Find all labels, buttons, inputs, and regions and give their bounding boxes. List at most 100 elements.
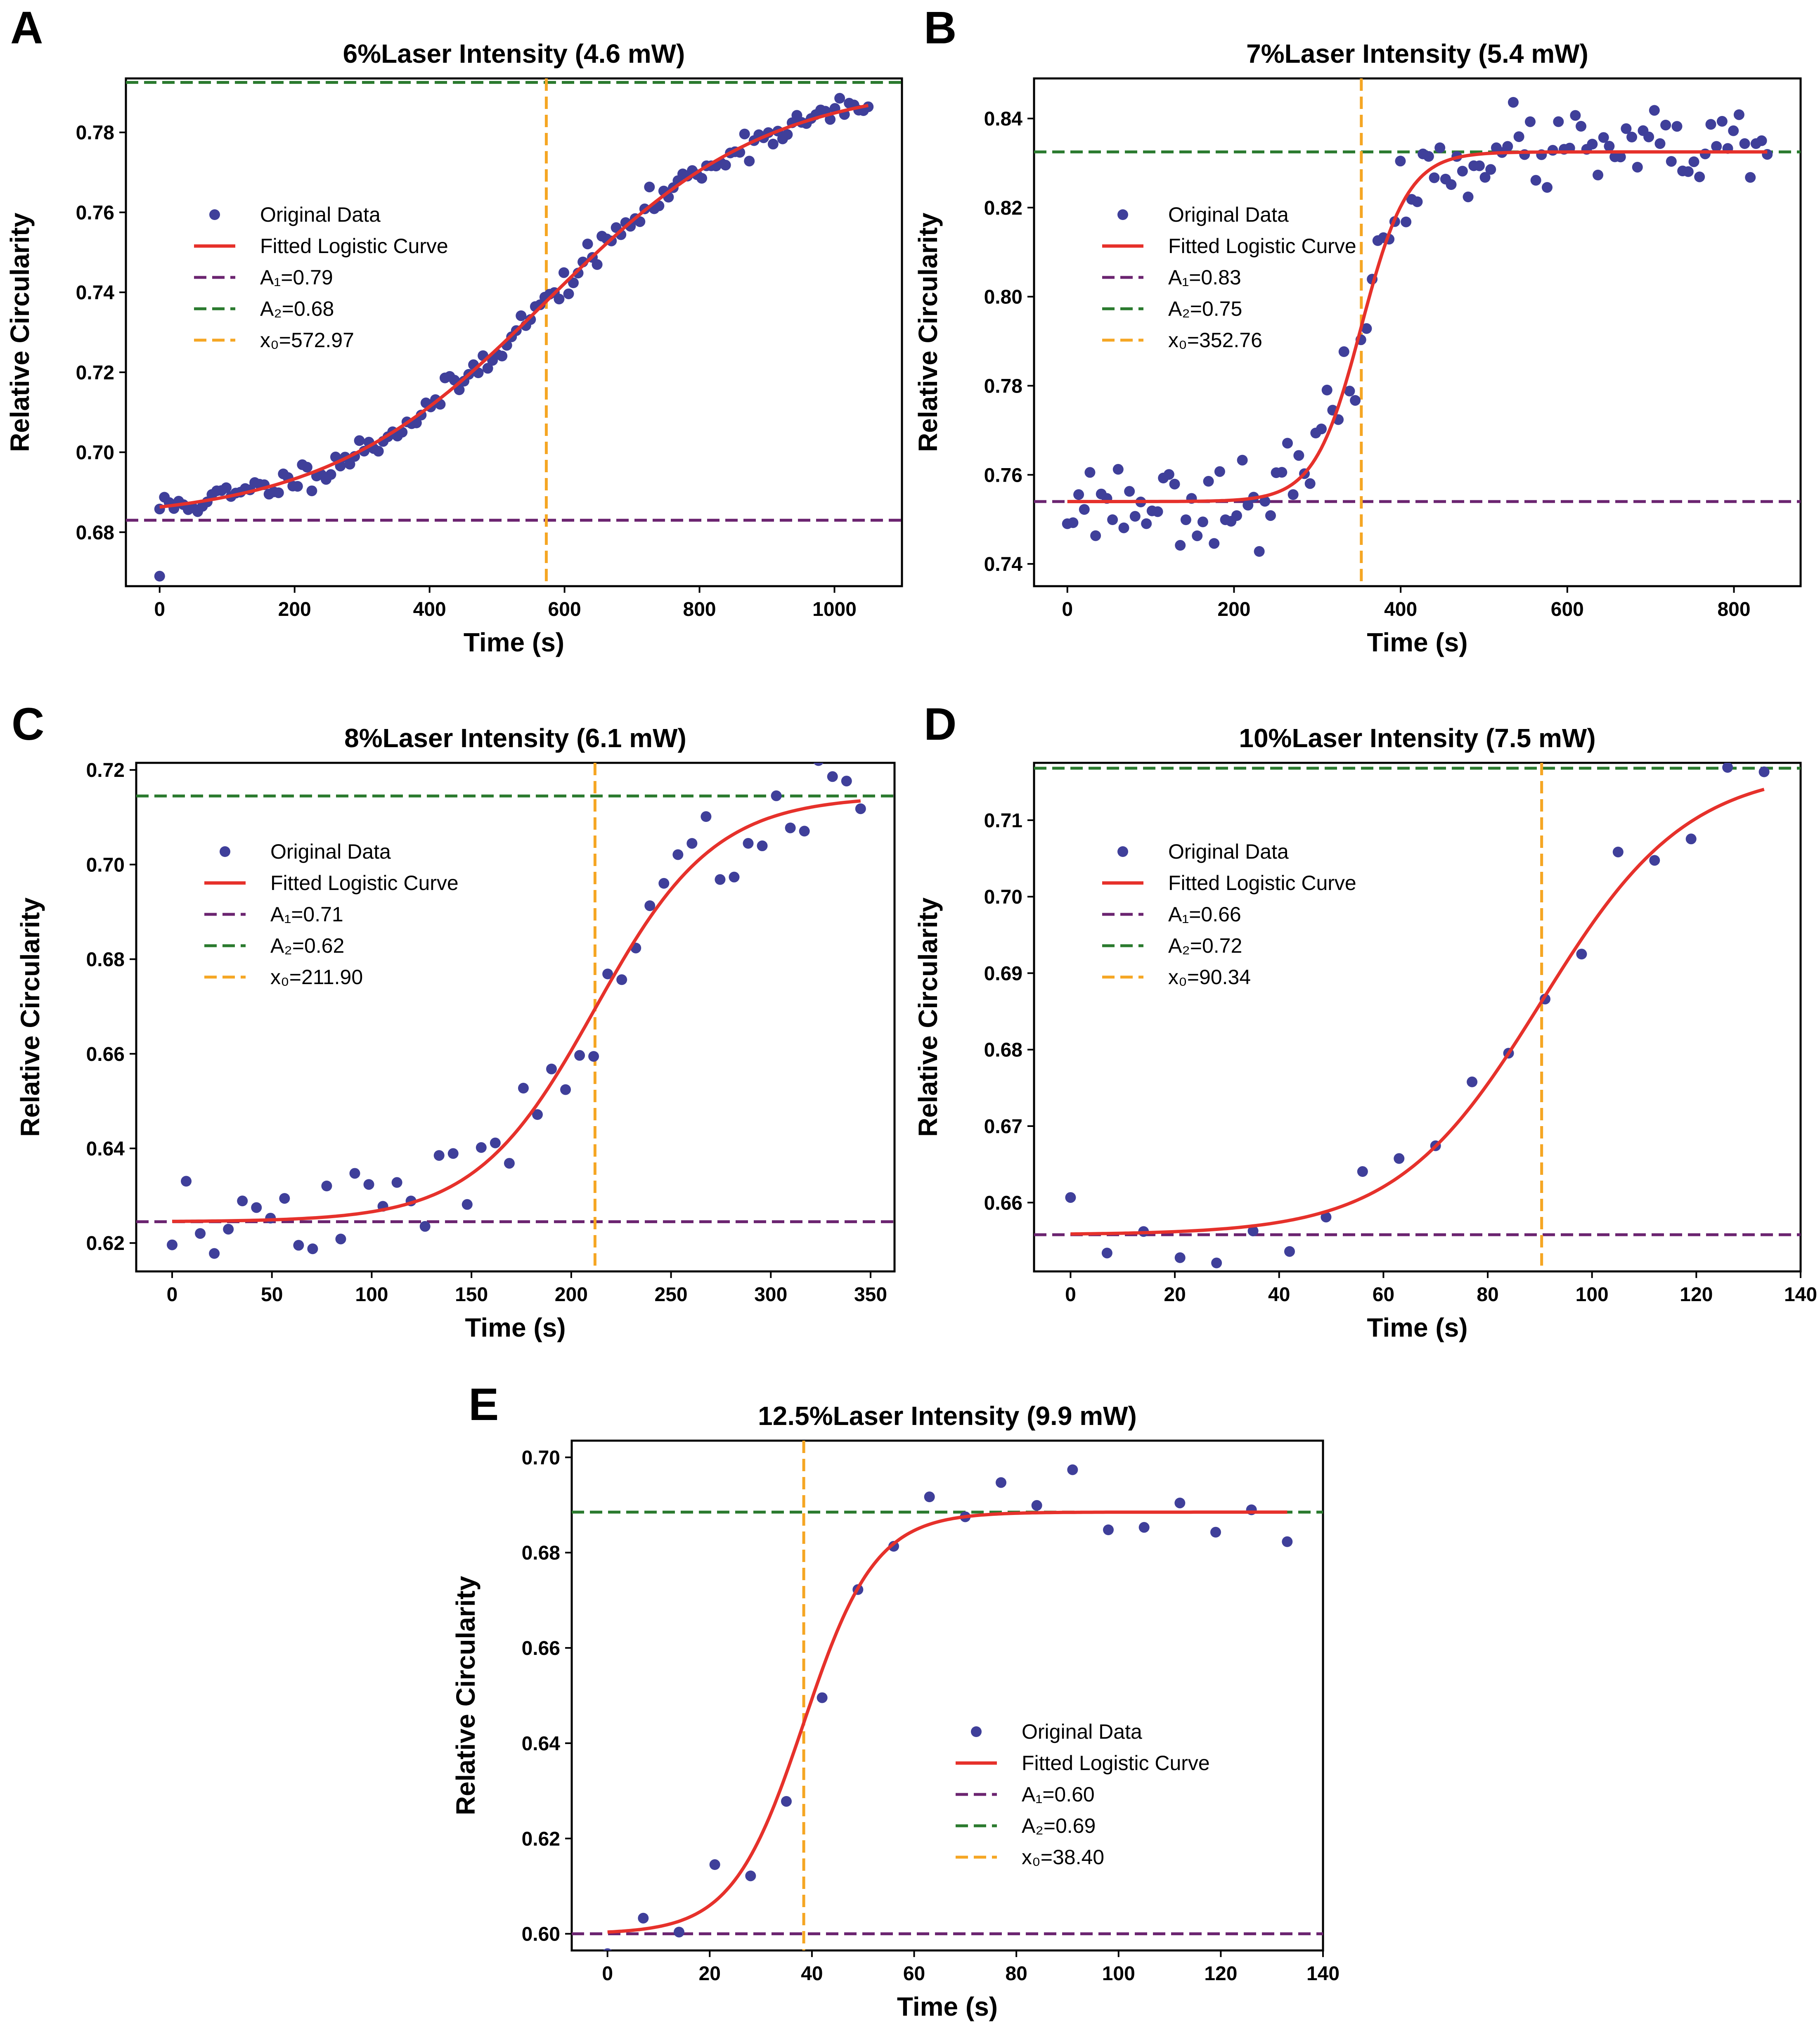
data-point bbox=[1666, 156, 1677, 167]
data-point bbox=[996, 1477, 1006, 1488]
data-point bbox=[195, 1228, 206, 1239]
x-tick-label: 50 bbox=[261, 1284, 283, 1306]
data-point bbox=[616, 974, 627, 985]
data-point bbox=[1598, 132, 1609, 143]
data-point bbox=[411, 417, 422, 428]
chart-title: 12.5%Laser Intensity (9.9 mW) bbox=[758, 1401, 1137, 1431]
legend-label: x₀=90.34 bbox=[1168, 966, 1251, 989]
data-point bbox=[1211, 1257, 1222, 1269]
data-point bbox=[1457, 166, 1468, 177]
legend-label: A₂=0.62 bbox=[270, 934, 344, 957]
data-point bbox=[1163, 469, 1174, 480]
data-point bbox=[221, 482, 232, 493]
y-axis-label: Relative Circularity bbox=[5, 213, 35, 452]
data-point bbox=[482, 363, 493, 374]
x-tick-label: 800 bbox=[1717, 599, 1750, 620]
y-tick-label: 0.67 bbox=[984, 1116, 1022, 1138]
legend-label: Original Data bbox=[1022, 1720, 1142, 1743]
data-point bbox=[1395, 156, 1406, 167]
data-point bbox=[335, 1233, 346, 1245]
data-point bbox=[209, 1248, 220, 1259]
data-point bbox=[1576, 949, 1587, 960]
data-point bbox=[563, 288, 574, 299]
data-point bbox=[568, 277, 579, 289]
data-point bbox=[1587, 139, 1598, 150]
data-point bbox=[330, 452, 341, 463]
data-point bbox=[1361, 323, 1372, 334]
data-point bbox=[813, 763, 824, 766]
data-point bbox=[1745, 172, 1756, 183]
x-tick-label: 250 bbox=[655, 1284, 688, 1306]
y-tick-label: 0.62 bbox=[86, 1233, 125, 1254]
data-point bbox=[743, 838, 754, 849]
data-point bbox=[1067, 517, 1079, 528]
y-tick-label: 0.68 bbox=[984, 1039, 1022, 1061]
data-point bbox=[827, 771, 838, 782]
x-tick-label: 80 bbox=[1477, 1284, 1498, 1306]
data-point bbox=[325, 469, 336, 480]
data-point bbox=[634, 216, 646, 227]
x-tick-label: 200 bbox=[555, 1284, 588, 1306]
data-point bbox=[1338, 346, 1349, 357]
x-tick-label: 120 bbox=[1680, 1284, 1713, 1306]
y-axis-label: Relative Circularity bbox=[913, 897, 943, 1137]
legend-label: Fitted Logistic Curve bbox=[1168, 234, 1356, 258]
y-tick-label: 0.64 bbox=[522, 1733, 561, 1755]
y-tick-label: 0.66 bbox=[86, 1044, 125, 1065]
chart-title: 10%Laser Intensity (7.5 mW) bbox=[1239, 723, 1595, 753]
y-tick-label: 0.74 bbox=[76, 282, 115, 304]
data-point bbox=[1649, 105, 1660, 116]
x-tick-label: 80 bbox=[1005, 1963, 1027, 1985]
data-point bbox=[1654, 138, 1666, 149]
data-point bbox=[799, 826, 810, 837]
data-point bbox=[1344, 386, 1355, 397]
data-point bbox=[516, 310, 527, 321]
data-point bbox=[1259, 496, 1271, 507]
data-point bbox=[321, 1181, 332, 1192]
data-point bbox=[1112, 464, 1124, 475]
data-point bbox=[1513, 131, 1524, 142]
y-tick-label: 0.70 bbox=[76, 442, 114, 464]
data-point bbox=[1683, 166, 1694, 177]
x-tick-label: 350 bbox=[854, 1284, 887, 1306]
data-point bbox=[1474, 160, 1485, 171]
x-tick-label: 200 bbox=[278, 599, 311, 620]
data-point bbox=[354, 435, 365, 446]
legend: Original Data Fitted Logistic Curve A₁=0.7… bbox=[204, 840, 459, 989]
data-point bbox=[1141, 518, 1152, 529]
data-point bbox=[602, 968, 613, 980]
plot-frame bbox=[135, 762, 896, 1273]
data-point bbox=[1180, 514, 1191, 525]
data-point bbox=[1649, 855, 1660, 866]
data-point bbox=[1129, 511, 1141, 522]
data-point bbox=[301, 462, 312, 473]
legend-label: A₁=0.83 bbox=[1168, 266, 1241, 289]
legend-label: A₁=0.60 bbox=[1022, 1783, 1095, 1806]
data-point bbox=[306, 485, 317, 497]
x-axis-label: Time (s) bbox=[1367, 627, 1467, 657]
data-point bbox=[349, 1168, 360, 1179]
data-point bbox=[1699, 148, 1711, 159]
y-tick-label: 0.69 bbox=[984, 963, 1022, 985]
fitted-logistic-curve bbox=[172, 799, 861, 1223]
x-tick-label: 300 bbox=[754, 1284, 787, 1306]
legend-marker-data bbox=[220, 846, 230, 857]
plot-area bbox=[136, 763, 895, 1271]
data-point bbox=[1174, 1252, 1186, 1263]
x-tick-label: 100 bbox=[1576, 1284, 1609, 1306]
data-point bbox=[841, 776, 852, 787]
y-axis-label: Relative Circularity bbox=[451, 1576, 480, 1815]
panel-b: B 7%Laser Intensity (5.4 mW) 0 200 400 600 800… bbox=[913, 2, 1802, 657]
plot-frame bbox=[125, 77, 903, 587]
data-point bbox=[1197, 516, 1208, 528]
data-point bbox=[1237, 454, 1248, 466]
panel-c: C 8%Laser Intensity (6.1 mW) 0 50 100 150 200 2… bbox=[12, 699, 896, 1342]
data-point bbox=[1756, 135, 1767, 146]
data-point bbox=[1031, 1500, 1042, 1511]
y-tick-label: 0.70 bbox=[522, 1447, 560, 1469]
data-point bbox=[1065, 1192, 1076, 1203]
legend-label: A₂=0.69 bbox=[1022, 1814, 1096, 1837]
data-point bbox=[767, 139, 779, 150]
data-point bbox=[292, 481, 303, 492]
y-tick-label: 0.78 bbox=[984, 375, 1022, 397]
